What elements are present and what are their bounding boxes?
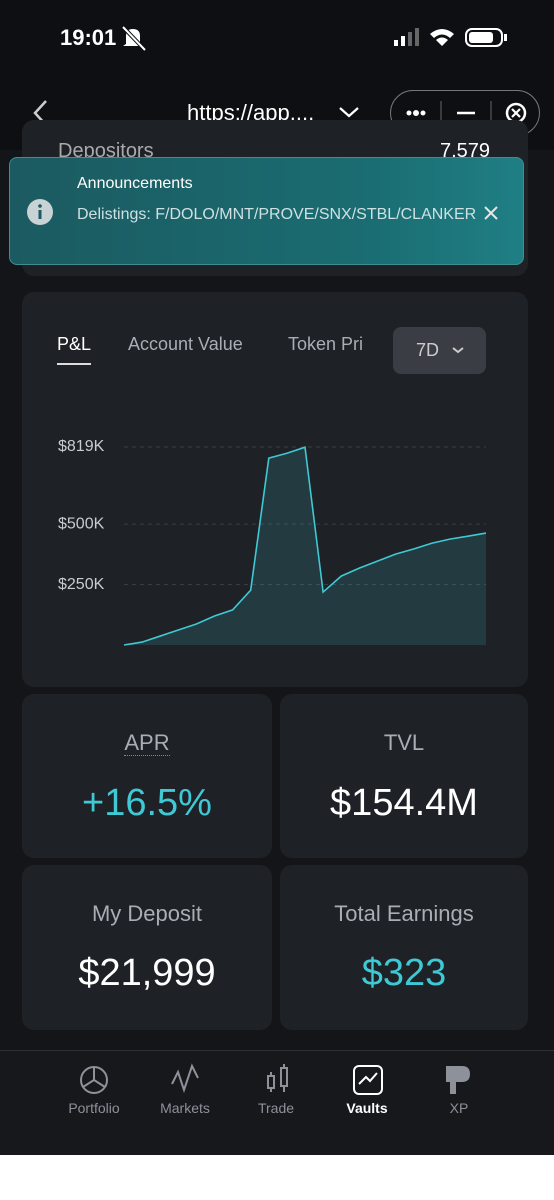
app: 19:01 https://app.... Depositors 7,579 A… [0, 0, 554, 1155]
nav-item[interactable]: XP [449, 1100, 469, 1116]
line-chart: $250K $500K $819K [58, 438, 487, 646]
url-chevron[interactable] [338, 104, 360, 120]
y-tick-label: $250K [58, 576, 105, 593]
apr-label[interactable]: APR [124, 730, 170, 756]
y-tick-label: $819K [58, 438, 105, 455]
card-value: +16.5% [82, 782, 212, 824]
nav-item-active[interactable]: Vaults [346, 1100, 388, 1116]
y-tick-label: $500K [58, 515, 105, 532]
announcement[interactable]: Announcements Delistings: F/DOLO/MNT/PRO… [9, 157, 524, 265]
tab[interactable]: Token Pri [288, 334, 364, 354]
close-announcement[interactable] [482, 204, 500, 222]
deposit-card: My Deposit $21,999 [22, 865, 272, 1030]
tab[interactable]: Account Value [128, 334, 243, 354]
card-label: TVL [383, 730, 425, 755]
status-icons [394, 28, 507, 47]
card-label: My Deposit [91, 901, 203, 926]
line [123, 446, 487, 646]
stat-label: Depositors [58, 140, 154, 162]
range-select[interactable]: 7D [393, 327, 486, 374]
nav-item[interactable]: Portfolio [68, 1100, 120, 1116]
mute-icon [121, 25, 147, 52]
card-label: Total Earnings [334, 901, 474, 926]
tvl-card: TVL $154.4M [280, 694, 528, 858]
tab-active[interactable]: P&L [57, 334, 92, 365]
nav-item[interactable]: Trade [257, 1100, 295, 1116]
range-chevron [452, 347, 464, 354]
announcement-title: Announcements [77, 175, 193, 192]
nav-icons [80, 1063, 470, 1095]
range-label: 7D [416, 340, 440, 360]
stat-value: 7,579 [440, 140, 491, 162]
card-value: $21,999 [78, 952, 216, 994]
nav-item[interactable]: Markets [160, 1100, 210, 1116]
info-icon [27, 199, 53, 225]
earnings-card: Total Earnings $323 [280, 865, 528, 1030]
apr-card: APR +16.5% [22, 694, 272, 858]
announcement-message: Delistings: F/DOLO/MNT/PROVE/SNX/STBL/CL… [77, 206, 477, 223]
area [124, 447, 486, 645]
card-value: $154.4M [330, 782, 478, 824]
card-label: APR [22, 730, 272, 756]
card-value: $323 [361, 952, 447, 994]
status-time: 19:01 [60, 25, 117, 50]
